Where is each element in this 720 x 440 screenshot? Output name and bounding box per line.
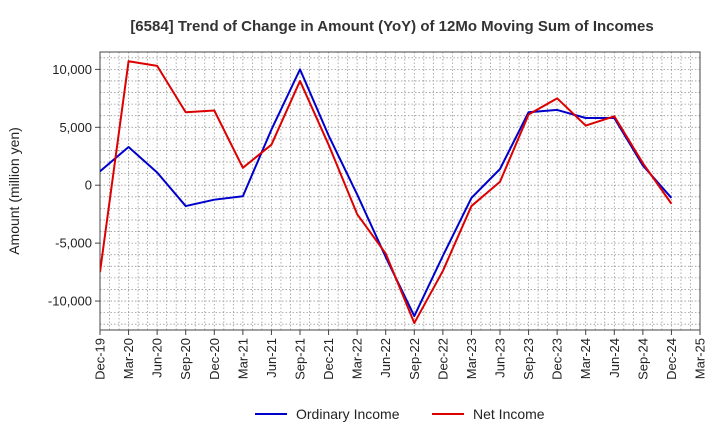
x-tick-label: Jun-20 bbox=[150, 338, 165, 378]
x-tick-label: Mar-23 bbox=[464, 338, 479, 379]
x-tick-label: Mar-20 bbox=[121, 338, 136, 379]
plot-area: 10,000 5,000 0 -5,000 -10,000 Dec-19 Mar-20 Jun… bbox=[48, 51, 708, 380]
y-tick-label: 10,000 bbox=[52, 62, 92, 77]
chart-title: [6584] Trend of Change in Amount (YoY) o… bbox=[130, 18, 653, 35]
series-lines bbox=[100, 60, 673, 325]
x-tick-label: Dec-19 bbox=[93, 338, 108, 380]
x-tick-label: Mar-25 bbox=[693, 338, 708, 379]
legend-label-net-income: Net Income bbox=[473, 406, 545, 422]
x-tick-label: Jun-24 bbox=[607, 338, 622, 378]
y-tick-label: 0 bbox=[85, 178, 92, 193]
x-tick-label: Sep-21 bbox=[293, 338, 308, 380]
x-tick-label: Jun-22 bbox=[378, 338, 393, 378]
series-line-net-income bbox=[100, 60, 673, 325]
plot-frame bbox=[99, 51, 701, 331]
y-tick-label: -5,000 bbox=[55, 236, 92, 251]
legend: Ordinary Income Net Income bbox=[255, 406, 545, 422]
x-tick-label: Sep-24 bbox=[635, 338, 650, 380]
x-tick-label: Sep-22 bbox=[407, 338, 422, 380]
y-axis-label: Amount (million yen) bbox=[6, 127, 22, 255]
x-tick-label: Dec-23 bbox=[550, 338, 565, 380]
x-tick-label: Dec-21 bbox=[321, 338, 336, 380]
x-tick-label: Mar-21 bbox=[235, 338, 250, 379]
x-tick-label: Dec-24 bbox=[664, 338, 679, 380]
x-tick-label: Jun-21 bbox=[264, 338, 279, 378]
x-tick-label: Sep-23 bbox=[521, 338, 536, 380]
y-tick-label: 5,000 bbox=[59, 120, 92, 135]
x-tick-label: Mar-24 bbox=[578, 338, 593, 379]
x-tick-label: Sep-20 bbox=[178, 338, 193, 380]
legend-label-ordinary-income: Ordinary Income bbox=[296, 406, 400, 422]
y-tick-label: -10,000 bbox=[48, 294, 92, 309]
x-tick-label: Dec-20 bbox=[207, 338, 222, 380]
x-tick-label: Dec-22 bbox=[435, 338, 450, 380]
x-tick-label: Mar-22 bbox=[350, 338, 365, 379]
x-tick-label: Jun-23 bbox=[493, 338, 508, 378]
